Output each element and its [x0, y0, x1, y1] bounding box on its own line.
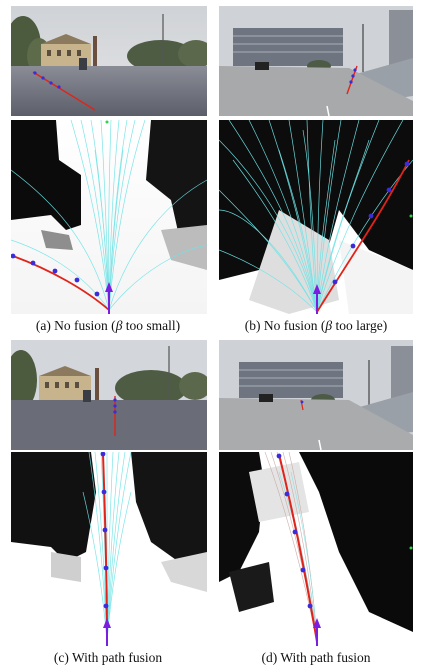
camera-image-a [11, 6, 207, 116]
camera-image-c [11, 340, 207, 450]
trajectory-map-a [11, 120, 207, 314]
trajectory-map-c [11, 452, 207, 646]
camera-image-b [219, 6, 413, 116]
camera-image-d [219, 340, 413, 450]
caption-d: (d) With path fusion [261, 650, 371, 665]
caption-b: (b) No fusion (β too large) [244, 318, 388, 333]
trajectory-map-b [219, 120, 413, 314]
caption-c: (c) With path fusion [53, 650, 163, 665]
trajectory-map-d [219, 452, 413, 646]
caption-a: (a) No fusion (β too small) [35, 318, 181, 333]
